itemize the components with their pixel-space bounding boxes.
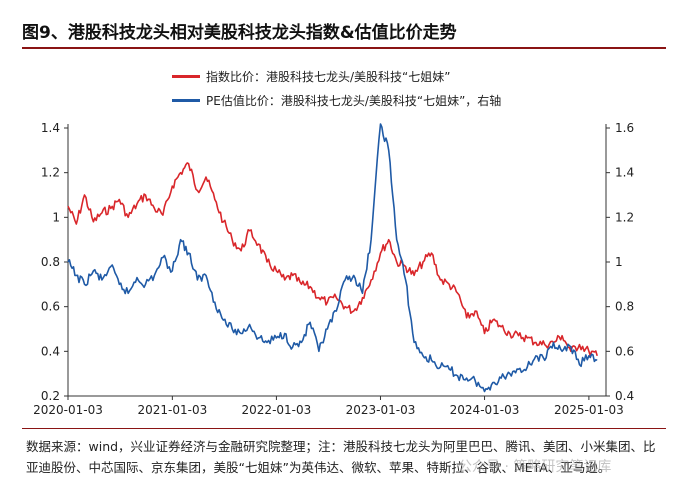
x-tick-label: 2021-01-03 bbox=[137, 403, 207, 417]
x-tick-label: 2024-01-03 bbox=[450, 403, 520, 417]
source-rule bbox=[22, 428, 666, 429]
legend-entry-index-ratio: 指数比价：港股科技七龙头/美股科技“七姐妹” bbox=[172, 68, 450, 85]
title-rule bbox=[22, 47, 666, 49]
y-tick-label-right: 0.8 bbox=[615, 300, 634, 314]
legend-swatch-pe-ratio bbox=[172, 99, 200, 102]
x-tick-label: 2022-01-03 bbox=[242, 403, 312, 417]
x-tick-label: 2025-01-03 bbox=[554, 403, 624, 417]
series-line-index-ratio bbox=[67, 162, 598, 357]
legend-swatch-index-ratio bbox=[172, 75, 200, 78]
y-tick-label-right: 1.4 bbox=[615, 166, 634, 180]
legend-label-index-ratio: 指数比价：港股科技七龙头/美股科技“七姐妹” bbox=[206, 70, 451, 84]
y-tick-label-left: 0.8 bbox=[41, 255, 60, 269]
chart-title: 图9、港股科技龙头相对美股科技龙头指数&估值比价走势 bbox=[22, 23, 457, 43]
y-tick-label-right: 1.6 bbox=[615, 121, 634, 135]
x-tick-label: 2020-01-03 bbox=[33, 403, 103, 417]
watermark: 公众号 · 策略研究笔记库 bbox=[458, 459, 612, 475]
y-tick-label-left: 1 bbox=[52, 210, 60, 224]
y-tick-label-right: 0.4 bbox=[615, 389, 634, 403]
y-tick-label-left: 1.4 bbox=[41, 121, 60, 135]
y-tick-label-right: 0.6 bbox=[615, 344, 634, 358]
y-tick-label-left: 0.6 bbox=[41, 300, 60, 314]
y-tick-label-right: 1.2 bbox=[615, 210, 634, 224]
y-tick-label-left: 1.2 bbox=[41, 166, 60, 180]
x-tick-label: 2023-01-03 bbox=[346, 403, 416, 417]
y-tick-label-left: 0.2 bbox=[41, 389, 60, 403]
y-tick-label-right: 1 bbox=[615, 255, 623, 269]
y-tick-label-left: 0.4 bbox=[41, 344, 60, 358]
legend-label-pe-ratio: PE估值比价：港股科技七龙头/美股科技“七姐妹”，右轴 bbox=[206, 94, 502, 108]
legend-entry-pe-ratio: PE估值比价：港股科技七龙头/美股科技“七姐妹”，右轴 bbox=[172, 92, 501, 109]
series-line-pe-ratio bbox=[67, 123, 598, 393]
source-note: 数据来源：wind，兴业证券经济与金融研究院整理；注：港股科技七龙头为阿里巴巴、… bbox=[26, 439, 656, 475]
